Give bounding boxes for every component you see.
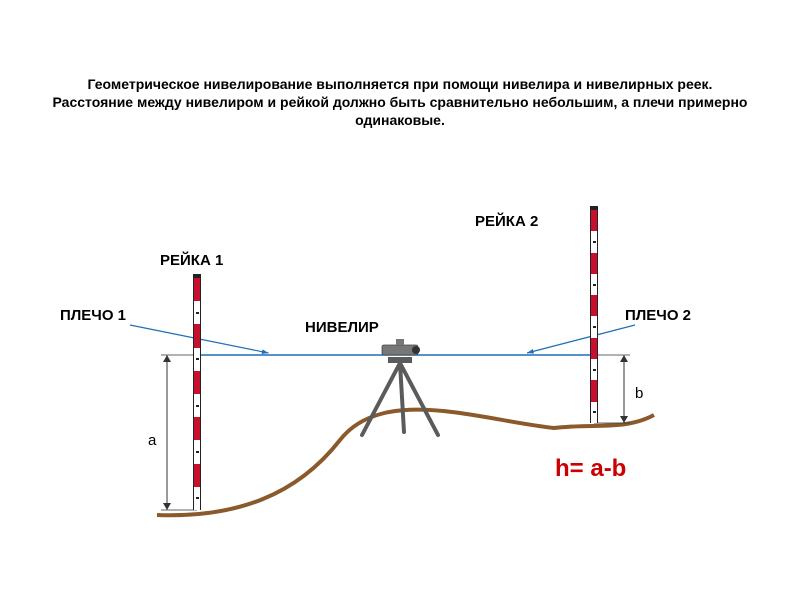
leveling-diagram: [0, 0, 800, 600]
level-instrument: [362, 339, 438, 435]
rod2-label: РЕЙКА 2: [475, 213, 538, 230]
rod1-label: РЕЙКА 1: [160, 252, 223, 269]
rod-1: [193, 278, 201, 510]
level-label: НИВЕЛИР: [305, 319, 379, 336]
rod-2: [590, 210, 598, 423]
arm2-label: ПЛЕЧО 2: [625, 307, 691, 324]
arm1-label: ПЛЕЧО 1: [60, 307, 126, 324]
dimension-b: [594, 355, 630, 423]
a-label: a: [148, 432, 156, 449]
dimension-a: [161, 355, 197, 510]
formula: h= a-b: [555, 455, 626, 483]
b-label: b: [635, 385, 643, 402]
arm2-arrow: [527, 325, 635, 354]
